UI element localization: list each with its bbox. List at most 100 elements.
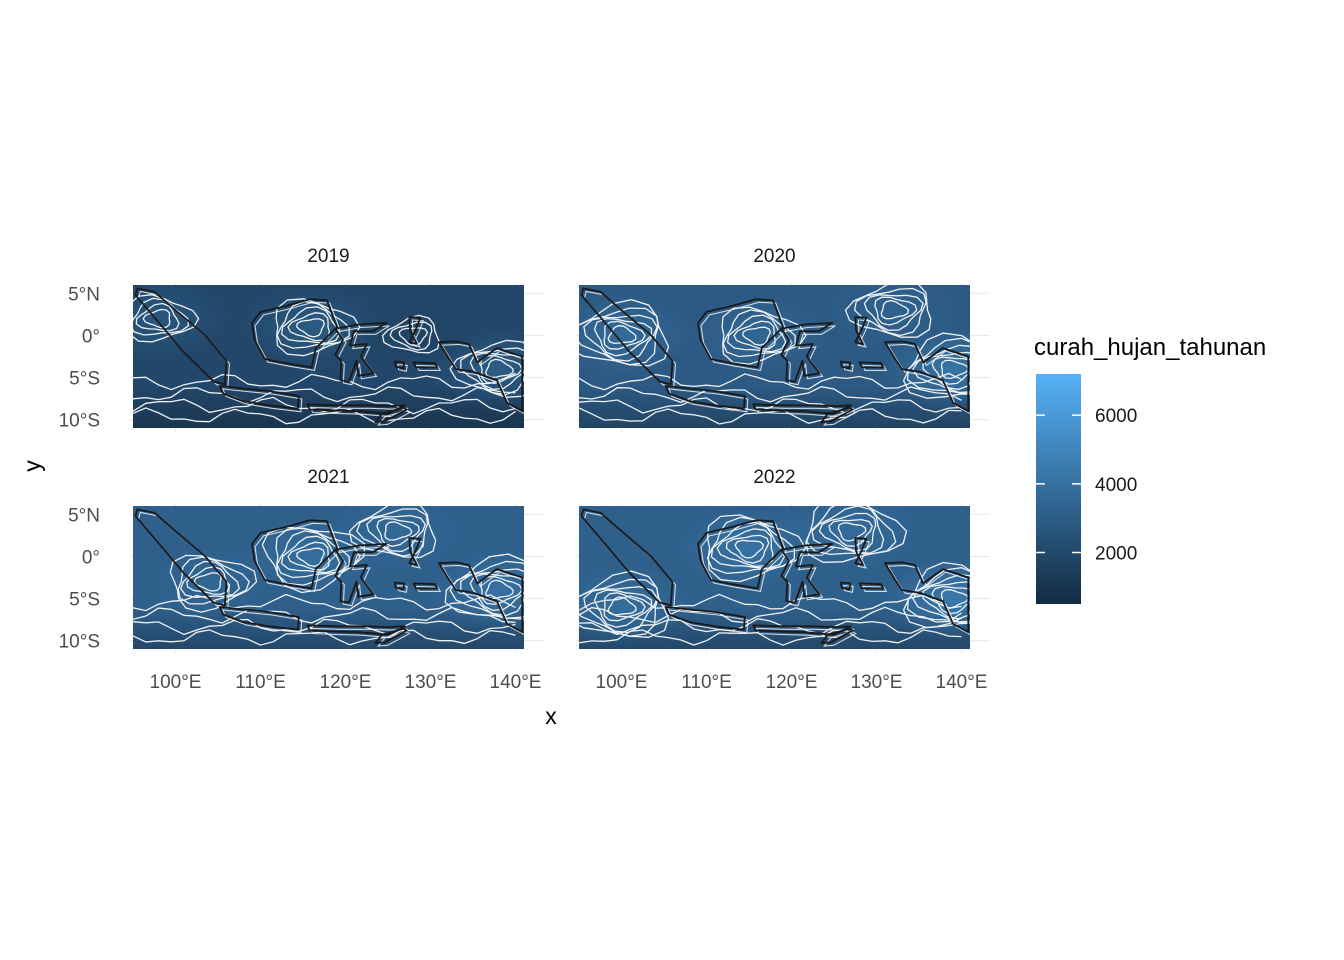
coastline [334, 322, 388, 383]
contour-ring [874, 296, 918, 326]
rainfall-hotspot [883, 558, 970, 639]
contour-ring [177, 556, 250, 605]
contour-line [579, 606, 962, 624]
rainfall-hotspot [687, 295, 828, 376]
coastline [251, 519, 338, 590]
y-tick-label: 5°N [68, 284, 100, 305]
coastline [393, 581, 406, 591]
coastlines [134, 287, 524, 423]
contour-ring [376, 517, 420, 547]
coastal-contour [861, 585, 888, 592]
coastline [218, 606, 300, 631]
coastal-contour [221, 609, 303, 634]
contour-ring [725, 534, 770, 564]
contour-ring [880, 299, 910, 320]
legend-ticks: 2000 4000 6000 [1036, 406, 1137, 565]
contour-ring [811, 506, 885, 554]
legend-title: curah_hujan_tahunan [1034, 334, 1266, 361]
contour-ring [348, 506, 437, 559]
coastal-contour [887, 343, 970, 415]
contour-ring [275, 527, 361, 586]
coastline [393, 360, 406, 370]
x-tick-label: 140°E [936, 672, 988, 693]
contour-ring [726, 314, 787, 353]
facet-title: 2022 [753, 467, 795, 488]
x-tick-label: 100°E [150, 672, 202, 693]
contour-ring [389, 321, 433, 351]
contour-ring [912, 574, 970, 623]
contour-line [579, 407, 962, 425]
contour-line [579, 386, 962, 404]
coastline [839, 360, 852, 370]
coastline [780, 543, 834, 604]
coastal-contour [783, 325, 836, 386]
contour-line [579, 629, 962, 646]
contour-ring [296, 318, 325, 338]
contour-ring [280, 535, 341, 574]
coastline [884, 561, 970, 634]
coastline [334, 543, 388, 604]
contour-line [133, 386, 516, 404]
coastline [854, 537, 868, 566]
contour-ring [902, 332, 970, 399]
contour-ring [940, 359, 970, 380]
contour-ring [356, 508, 429, 557]
rainfall-hotspot [823, 285, 964, 351]
coastline [408, 537, 422, 566]
contour-line [579, 617, 962, 636]
x-tick-label: 110°E [235, 672, 286, 693]
contour-ring [912, 344, 970, 394]
x-tick-label: 120°E [766, 672, 818, 693]
coastline [374, 627, 408, 644]
rainfall-hotspot [579, 295, 692, 376]
coastline [884, 340, 970, 413]
y-tick-label: 0° [82, 326, 100, 347]
coastline [408, 316, 422, 345]
coastal-contour [415, 364, 442, 371]
coastline [697, 298, 784, 369]
coastal-contour [337, 325, 390, 386]
coastal-contour [861, 364, 888, 371]
raster-layer [579, 285, 970, 428]
coastlines [134, 508, 524, 644]
contour-ring [276, 530, 350, 579]
contour-ring [485, 579, 514, 600]
coastline [854, 316, 868, 345]
y-tick-label: 10°S [59, 632, 100, 653]
coastal-contour [441, 343, 524, 415]
x-tick-label: 120°E [320, 672, 372, 693]
contour-ring [844, 285, 932, 338]
coastline [820, 406, 854, 423]
contour-line [579, 372, 962, 391]
y-tick-label: 0° [82, 547, 100, 568]
color-legend: curah_hujan_tahunan 2000 4000 6000 [1034, 334, 1266, 604]
contour-ring [593, 317, 653, 357]
y-tick-label: 5°N [68, 505, 100, 526]
contour-ring [805, 506, 908, 563]
x-tick-label: 100°E [596, 672, 648, 693]
coastal-contour [441, 564, 524, 636]
y-tick-label: 5°S [69, 590, 100, 611]
coastal-contour [337, 546, 390, 607]
legend-label: 6000 [1095, 406, 1137, 427]
contour-ring [133, 294, 200, 343]
contour-line [133, 372, 516, 391]
contour-ring [193, 572, 222, 592]
coastline [412, 361, 439, 369]
coastline [664, 606, 746, 631]
contour-ring [603, 592, 646, 622]
contour-ring [142, 308, 171, 329]
contour-ring [287, 541, 330, 571]
contour-ring [733, 320, 776, 350]
contour-ring [931, 356, 970, 385]
coastal-contour [887, 564, 970, 636]
coastline [839, 581, 852, 591]
coastal-contour [667, 609, 749, 634]
contour-ring [169, 554, 258, 613]
facet-panel-2020: 2020 [575, 246, 990, 432]
facet-panel-2019: 2019 5°N 0° 5°S 10°S [59, 246, 544, 432]
coastline [251, 298, 338, 369]
contour-ring [742, 326, 771, 346]
contour-ring [579, 299, 670, 367]
contour-ring [863, 294, 924, 331]
